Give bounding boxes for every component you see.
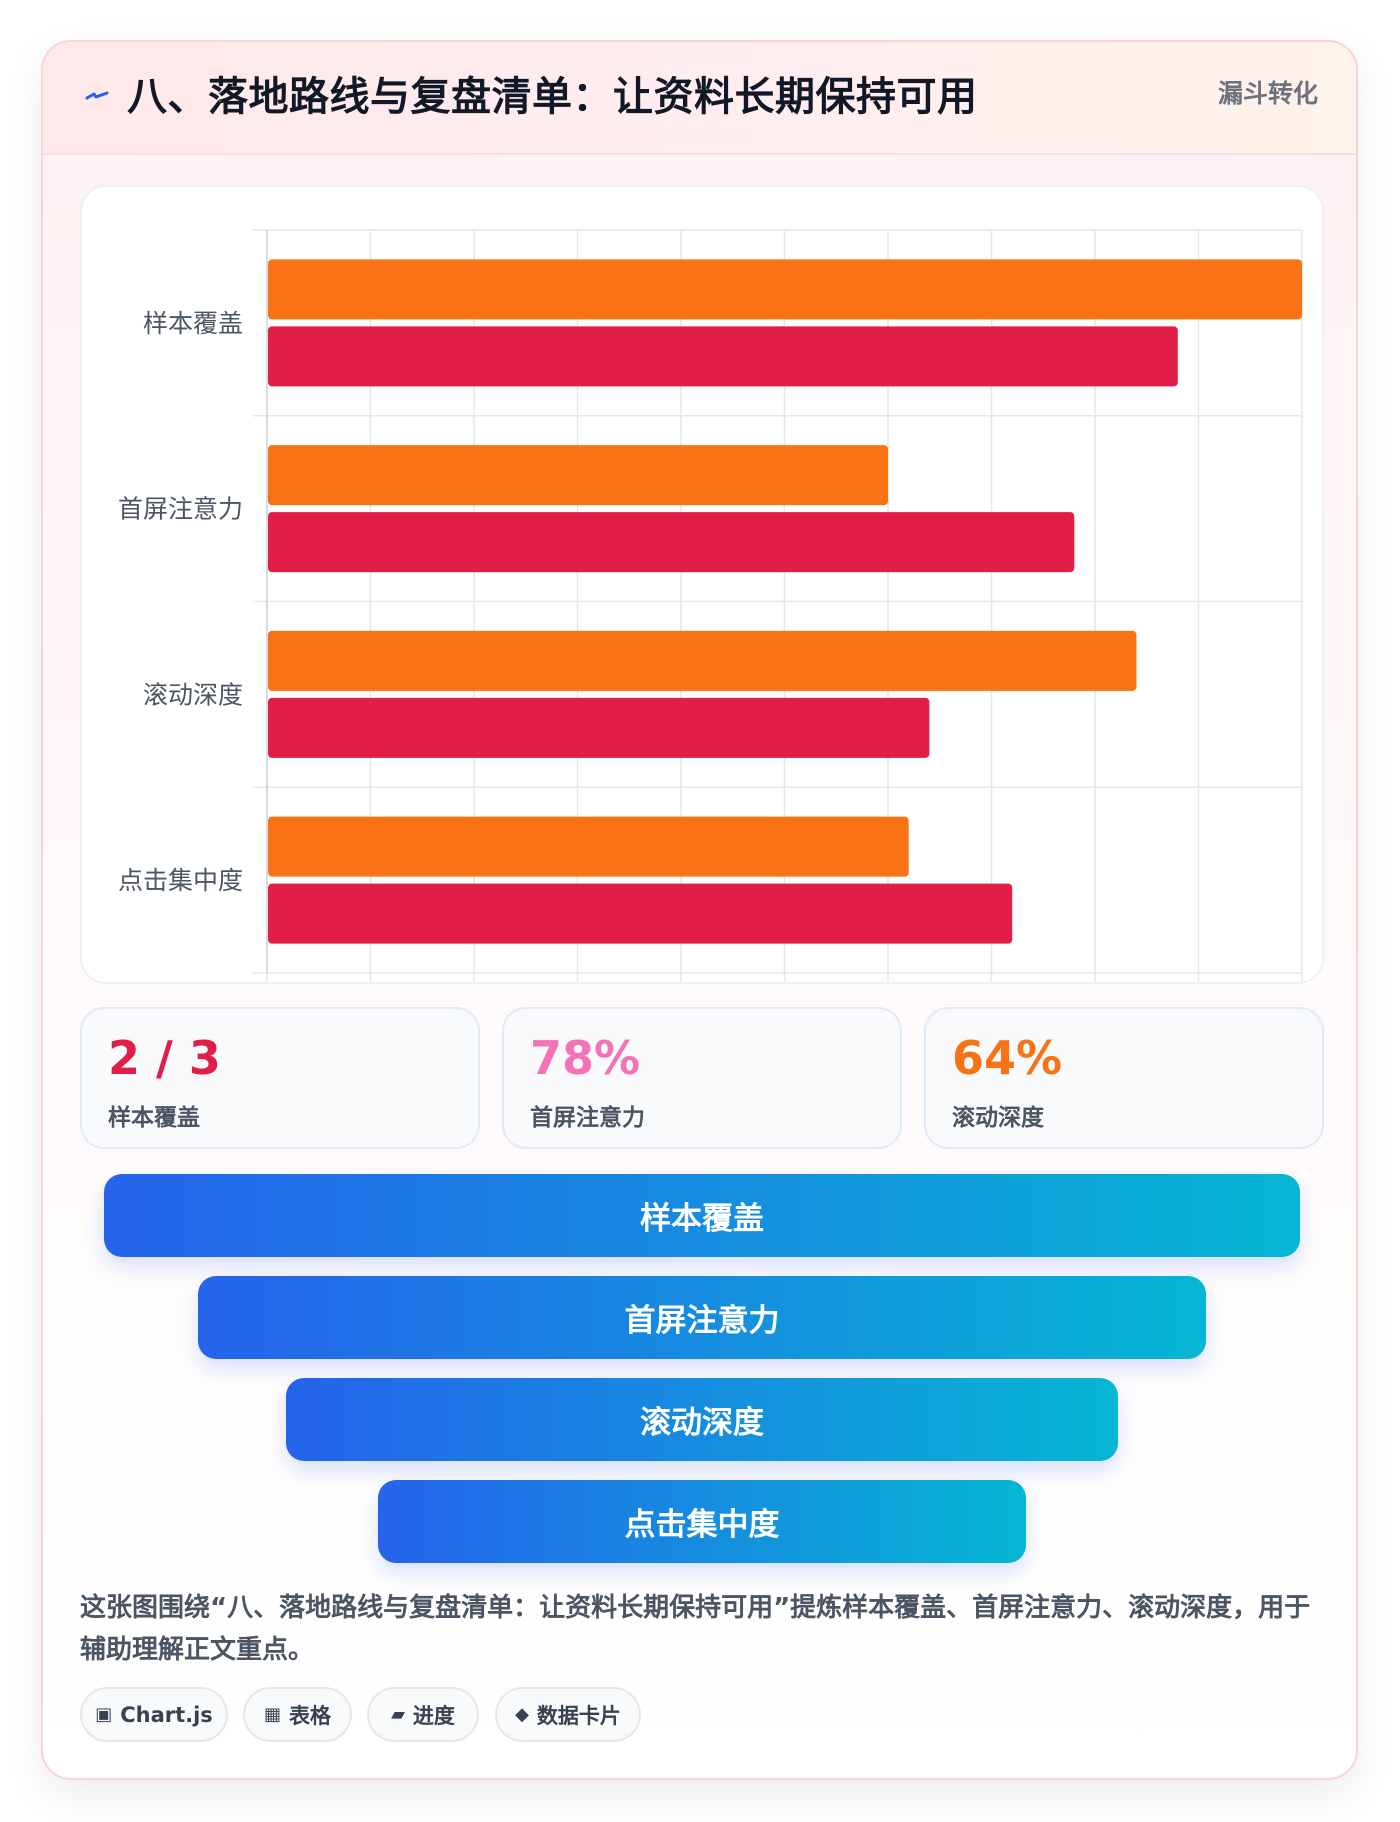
chip-label: 数据卡片 xyxy=(536,1703,621,1728)
chip-label: 表格 xyxy=(289,1703,331,1728)
bar xyxy=(268,883,1013,944)
funnel-stage-1: 样本覆盖 xyxy=(104,1174,1300,1257)
chip-chartjs[interactable]: ▣ Chart.js xyxy=(80,1687,228,1742)
stat-label: 首屏注意力 xyxy=(530,1105,645,1131)
lightning-icon xyxy=(85,91,109,100)
chip-label: 进度 xyxy=(412,1703,455,1728)
chip-progress[interactable]: ▰ 进度 xyxy=(367,1687,479,1742)
bar xyxy=(268,630,1137,691)
chip-data-card[interactable]: ◆ 数据卡片 xyxy=(495,1687,641,1742)
page-title: 八、落地路线与复盘清单：让资料长期保持可用 xyxy=(127,74,978,120)
card-header: 八、落地路线与复盘清单：让资料长期保持可用 漏斗转化 xyxy=(43,42,1356,155)
chart-panel: 样本覆盖首屏注意力滚动深度点击集中度0102030405060708090100 xyxy=(80,185,1324,984)
bar xyxy=(268,512,1075,573)
bar xyxy=(268,816,909,877)
category-label: 点击集中度 xyxy=(118,866,243,895)
stat-label: 滚动深度 xyxy=(952,1105,1044,1131)
bar xyxy=(268,445,888,506)
stat-card-first-screen: 78% 首屏注意力 xyxy=(502,1007,902,1149)
stat-value: 64% xyxy=(952,1031,1063,1085)
progress-icon: ▰ xyxy=(391,1704,405,1725)
funnel-stage-4: 点击集中度 xyxy=(378,1480,1026,1563)
chart-description: 这张图围绕“八、落地路线与复盘清单：让资料长期保持可用”提炼样本覆盖、首屏注意力… xyxy=(80,1593,1311,1665)
stat-card-scroll-depth: 64% 滚动深度 xyxy=(924,1007,1324,1149)
chart-icon: ▣ xyxy=(95,1704,113,1725)
funnel-stage-3: 滚动深度 xyxy=(286,1378,1118,1461)
stat-label: 样本覆盖 xyxy=(108,1105,200,1131)
bar xyxy=(268,697,930,758)
chip-label: Chart.js xyxy=(120,1702,213,1727)
funnel-stage-2: 首屏注意力 xyxy=(198,1276,1206,1359)
category-label: 首屏注意力 xyxy=(118,495,243,524)
stat-value: 78% xyxy=(530,1031,641,1085)
category-label: 样本覆盖 xyxy=(143,309,243,338)
chart-type-tag: 漏斗转化 xyxy=(1217,79,1318,108)
table-icon: ▦ xyxy=(263,1704,281,1725)
bar-chart: 样本覆盖首屏注意力滚动深度点击集中度0102030405060708090100 xyxy=(118,229,1303,982)
stat-value: 2 / 3 xyxy=(108,1031,221,1085)
report-card: 八、落地路线与复盘清单：让资料长期保持可用 漏斗转化 样本覆盖 首屏注意力 滚动深度… xyxy=(41,40,1358,1780)
bar xyxy=(268,326,1178,387)
diamond-icon: ◆ xyxy=(515,1704,529,1725)
category-label: 滚动深度 xyxy=(143,680,243,709)
stat-card-sample-coverage: 2 / 3 样本覆盖 xyxy=(80,1007,480,1149)
chip-table[interactable]: ▦ 表格 xyxy=(243,1687,352,1742)
bar xyxy=(268,259,1302,320)
